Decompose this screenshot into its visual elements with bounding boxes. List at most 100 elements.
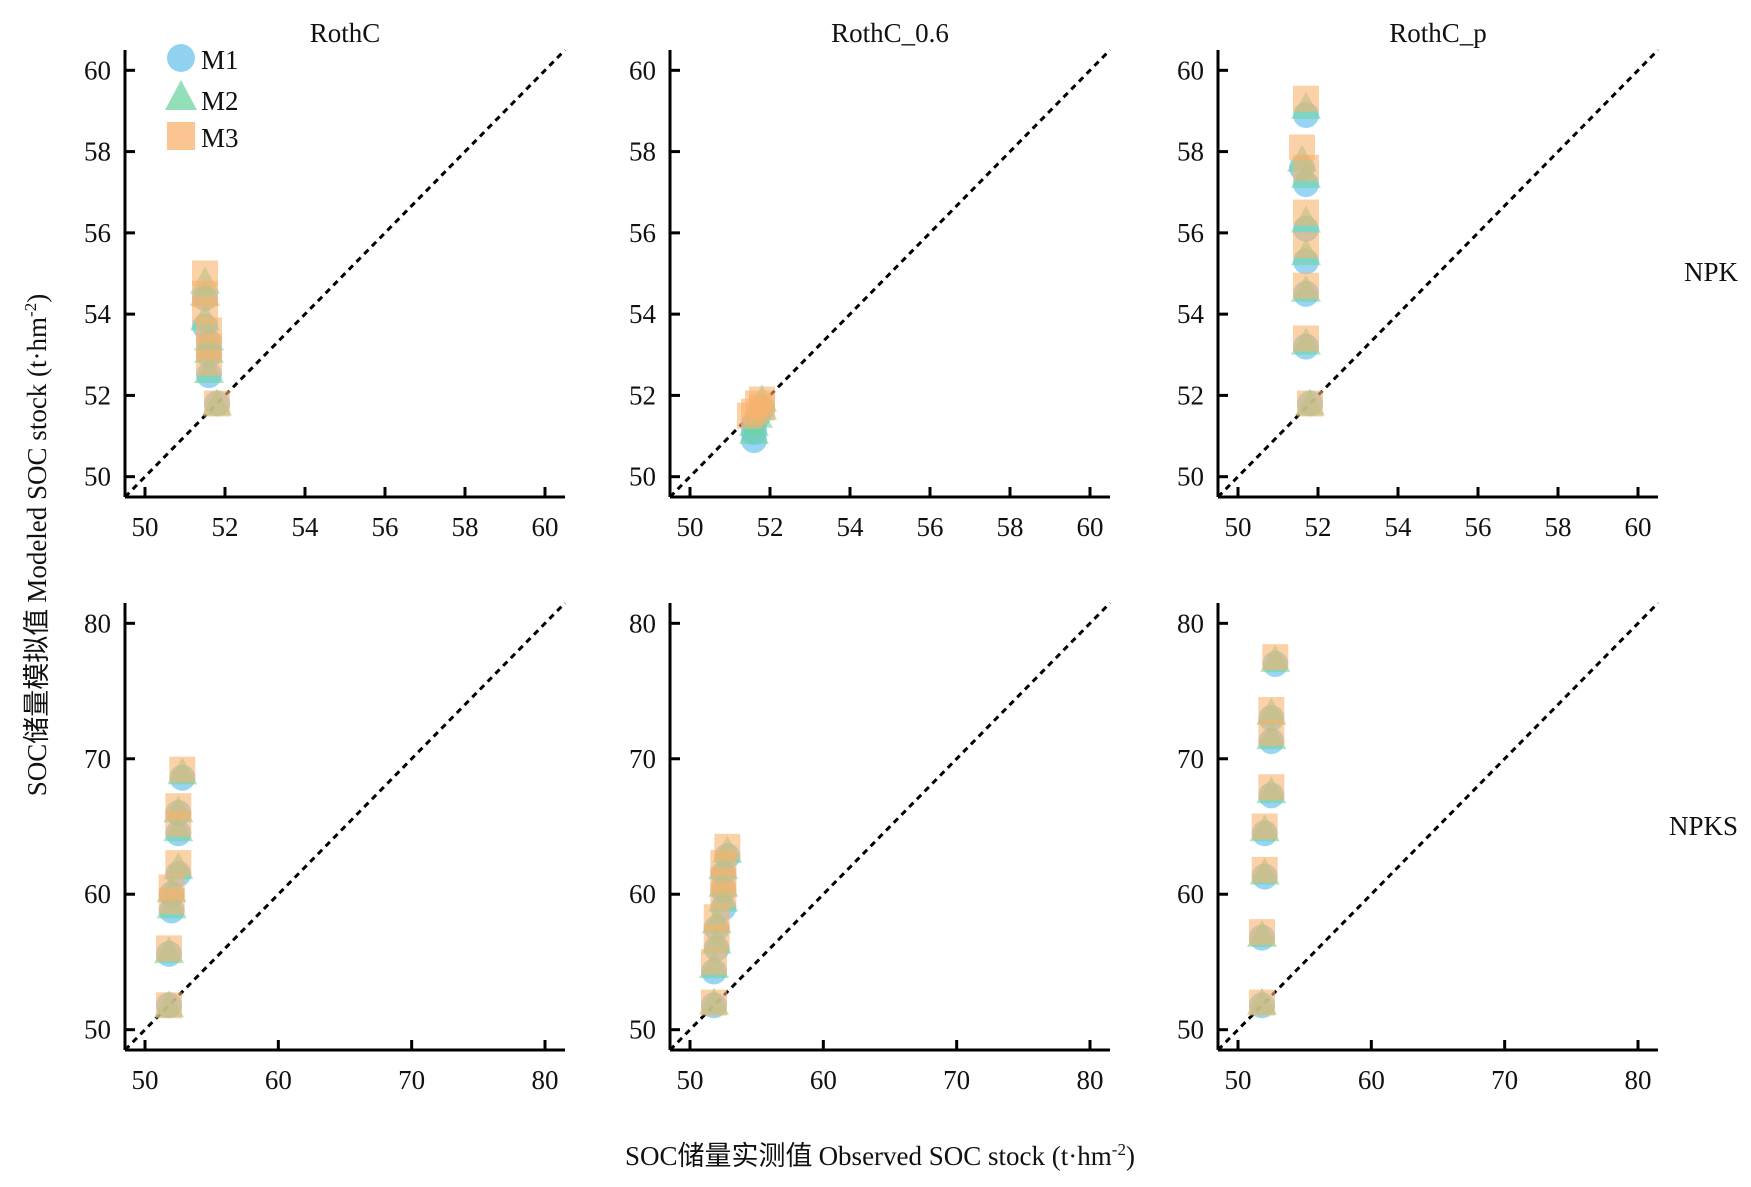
x-axis-title-en: Observed SOC stock (t·hm bbox=[819, 1141, 1112, 1171]
y-tick-label: 56 bbox=[84, 218, 111, 248]
x-tick-label: 50 bbox=[677, 512, 704, 542]
x-tick-label: 60 bbox=[810, 1065, 837, 1095]
legend-item-m2: M2 bbox=[165, 80, 239, 116]
x-tick-label: 58 bbox=[997, 512, 1024, 542]
y-tick-label: 70 bbox=[629, 744, 656, 774]
x-tick-label: 54 bbox=[837, 512, 865, 542]
y-tick-label: 54 bbox=[84, 299, 112, 329]
point-m3 bbox=[1293, 85, 1319, 112]
panels: 50 52 54 56 58 60 50 52 54 56 58 60 50 52 54 56 58 60 50 52… bbox=[84, 48, 1660, 1095]
point-m3 bbox=[701, 989, 727, 1016]
point-m3 bbox=[1293, 199, 1319, 226]
one-to-one-line bbox=[123, 48, 567, 499]
y-tick-label: 50 bbox=[629, 1015, 656, 1045]
point-m3 bbox=[165, 793, 192, 820]
point-m3 bbox=[156, 992, 182, 1019]
one-to-one-line bbox=[123, 601, 567, 1052]
y-tick-label: 50 bbox=[84, 1015, 111, 1045]
y-tick-label: 52 bbox=[84, 380, 111, 410]
y-tick-label: 50 bbox=[629, 462, 656, 492]
y-tick-label: 58 bbox=[1177, 137, 1204, 167]
y-tick-label: 56 bbox=[1177, 218, 1204, 248]
x-tick-label: 60 bbox=[1625, 512, 1652, 542]
panel-6: 50 60 70 80 50 60 70 80 bbox=[1177, 601, 1660, 1095]
one-to-one-line bbox=[1216, 601, 1660, 1052]
legend: M1 M2 M3 bbox=[165, 44, 239, 153]
point-m3 bbox=[1258, 697, 1285, 724]
x-tick-label: 70 bbox=[943, 1065, 970, 1095]
y-tick-label: 52 bbox=[629, 380, 656, 410]
legend-marker-triangle bbox=[165, 80, 197, 110]
x-tick-label: 52 bbox=[1305, 512, 1332, 542]
y-tick-label: 58 bbox=[629, 137, 656, 167]
column-title-2: RothC_0.6 bbox=[831, 18, 949, 48]
point-m3 bbox=[749, 394, 775, 421]
y-tick-label: 80 bbox=[84, 608, 111, 638]
point-m3 bbox=[1293, 272, 1319, 299]
point-m3 bbox=[165, 850, 192, 877]
point-m3 bbox=[1249, 989, 1275, 1016]
x-tick-label: 50 bbox=[1225, 512, 1252, 542]
y-tick-label: 60 bbox=[629, 55, 656, 85]
x-tick-label: 52 bbox=[212, 512, 239, 542]
y-tick-label: 60 bbox=[84, 55, 111, 85]
y-tick-label: 60 bbox=[629, 879, 656, 909]
legend-item-m3: M3 bbox=[167, 122, 239, 153]
legend-label-m2: M2 bbox=[201, 86, 239, 116]
y-tick-label: 80 bbox=[1177, 608, 1204, 638]
column-title-1: RothC bbox=[310, 18, 381, 48]
legend-marker-circle bbox=[167, 44, 195, 72]
x-tick-label: 56 bbox=[917, 512, 944, 542]
x-tick-label: 70 bbox=[398, 1065, 425, 1095]
y-tick-label: 80 bbox=[629, 608, 656, 638]
point-m3 bbox=[1293, 232, 1319, 259]
point-m3 bbox=[1251, 813, 1278, 840]
x-axis-title-sup: -2 bbox=[1112, 1140, 1126, 1159]
panel-5: 50 60 70 80 50 60 70 80 bbox=[629, 601, 1112, 1095]
panel-2: 50 52 54 56 58 60 50 52 54 56 58 60 bbox=[629, 48, 1112, 542]
row-label-npks: NPKS bbox=[1669, 811, 1738, 841]
y-tick-label: 56 bbox=[629, 218, 656, 248]
point-m3 bbox=[1251, 856, 1278, 883]
panel-1: 50 52 54 56 58 60 50 52 54 56 58 60 bbox=[84, 48, 567, 542]
x-tick-label: 58 bbox=[452, 512, 479, 542]
y-tick-label: 50 bbox=[1177, 462, 1204, 492]
x-tick-label: 80 bbox=[1077, 1065, 1104, 1095]
column-title-3: RothC_p bbox=[1389, 18, 1487, 48]
legend-label-m3: M3 bbox=[201, 123, 239, 153]
y-tick-label: 58 bbox=[84, 137, 111, 167]
x-tick-label: 60 bbox=[1358, 1065, 1385, 1095]
y-tick-label: 54 bbox=[629, 299, 657, 329]
one-to-one-line bbox=[1216, 48, 1660, 499]
point-m3 bbox=[1258, 720, 1285, 747]
x-axis-title-cn: SOC储量实测值 bbox=[625, 1141, 813, 1171]
point-m3 bbox=[1297, 390, 1323, 417]
y-tick-label: 52 bbox=[1177, 380, 1204, 410]
x-tick-label: 60 bbox=[265, 1065, 292, 1095]
point-m3 bbox=[1258, 774, 1285, 801]
one-to-one-line bbox=[668, 601, 1112, 1052]
x-tick-label: 52 bbox=[757, 512, 784, 542]
y-axis-title-sup: -2 bbox=[21, 303, 40, 317]
y-tick-label: 50 bbox=[84, 462, 111, 492]
point-m3 bbox=[158, 874, 185, 901]
y-tick-label: 54 bbox=[1177, 299, 1205, 329]
point-m3 bbox=[703, 904, 730, 931]
x-tick-label: 50 bbox=[132, 1065, 159, 1095]
point-m3 bbox=[169, 756, 196, 783]
point-m3 bbox=[1262, 644, 1289, 671]
x-tick-label: 70 bbox=[1491, 1065, 1518, 1095]
x-tick-label: 50 bbox=[1225, 1065, 1252, 1095]
x-tick-label: 80 bbox=[532, 1065, 559, 1095]
legend-item-m1: M1 bbox=[167, 44, 239, 75]
y-axis-title-close: ) bbox=[22, 294, 52, 303]
x-tick-label: 80 bbox=[1625, 1065, 1652, 1095]
y-tick-label: 60 bbox=[84, 879, 111, 909]
x-axis-title-close: ) bbox=[1126, 1141, 1135, 1171]
y-axis-title: SOC储量模拟值 Modeled SOC stock (t·hm-2) bbox=[21, 294, 52, 796]
y-axis-title-cn: SOC储量模拟值 bbox=[22, 609, 52, 797]
x-tick-label: 50 bbox=[677, 1065, 704, 1095]
x-tick-label: 56 bbox=[1465, 512, 1492, 542]
